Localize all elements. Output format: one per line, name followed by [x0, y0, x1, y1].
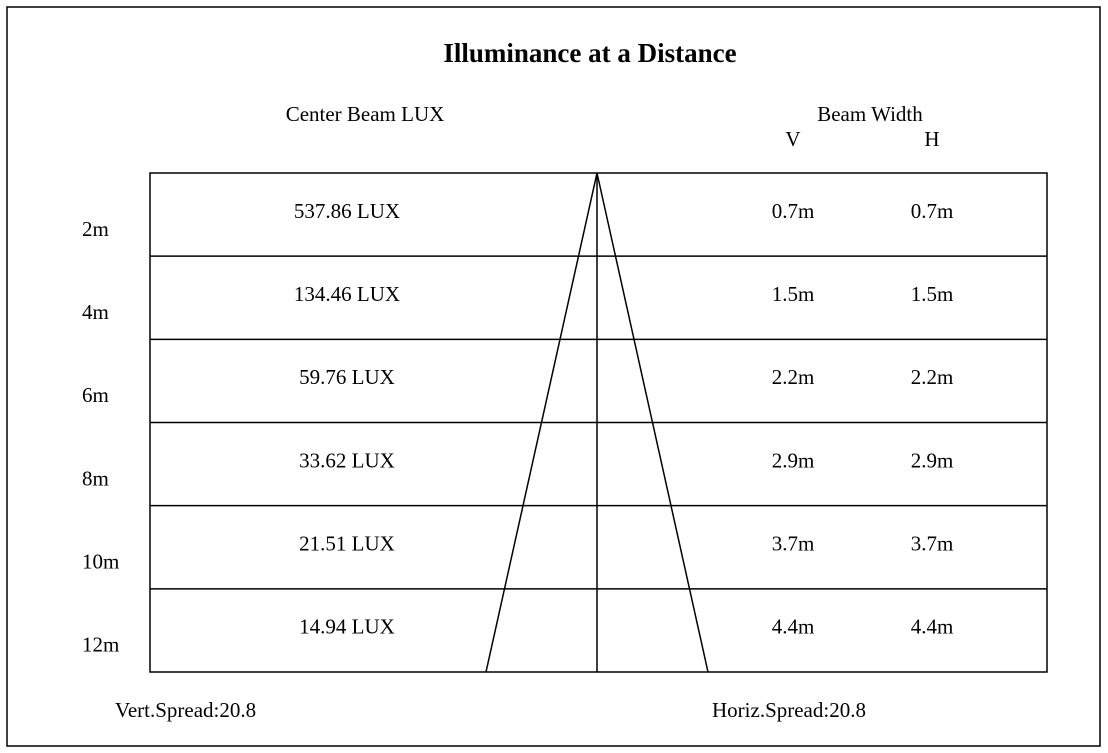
beam-h: 2.9m	[911, 448, 954, 472]
lux: 59.76 LUX	[299, 365, 395, 389]
lux: 33.62 LUX	[299, 448, 395, 472]
lux: 21.51 LUX	[299, 531, 395, 555]
beam-h: 0.7m	[911, 199, 954, 223]
lux: 134.46 LUX	[294, 282, 400, 306]
outer-border	[6, 6, 1101, 747]
distance: 8m	[82, 466, 109, 490]
beam-h: 3.7m	[911, 531, 954, 555]
lux-header: Center Beam LUX	[286, 102, 445, 126]
beam-width-header: Beam Width	[817, 102, 923, 126]
distance: 4m	[82, 300, 109, 324]
beam-v: 3.7m	[772, 531, 815, 555]
vert-spread: Vert.Spread:20.8	[115, 698, 256, 722]
lux: 14.94 LUX	[299, 615, 395, 639]
beam-h: 1.5m	[911, 282, 954, 306]
distance: 2m	[82, 217, 109, 241]
lux: 537.86 LUX	[294, 199, 400, 223]
distance: 6m	[82, 383, 109, 407]
horiz-spread: Horiz.Spread:20.8	[712, 698, 866, 722]
beam-h: 2.2m	[911, 365, 954, 389]
v-header: V	[785, 127, 800, 151]
distance: 10m	[82, 549, 119, 573]
beam-v: 4.4m	[772, 615, 815, 639]
beam-h: 4.4m	[911, 615, 954, 639]
beam-v: 2.2m	[772, 365, 815, 389]
beam-v: 0.7m	[772, 199, 815, 223]
title: Illuminance at a Distance	[443, 38, 736, 68]
distance: 12m	[82, 633, 119, 657]
beam-v: 1.5m	[772, 282, 815, 306]
h-header: H	[924, 127, 939, 151]
beam-v: 2.9m	[772, 448, 815, 472]
